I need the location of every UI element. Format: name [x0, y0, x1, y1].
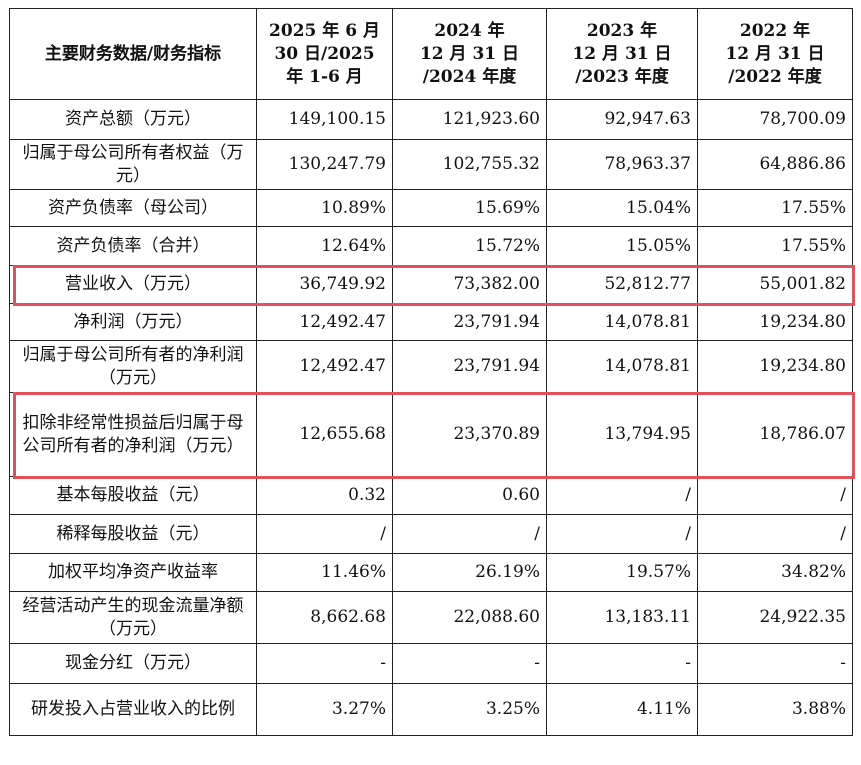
row-label: 扣除非经常性损益后归属于母公司所有者的净利润（万元） [9, 392, 257, 477]
value-cell: 102,755.32 [392, 139, 547, 190]
value-cell: 13,183.11 [546, 591, 698, 644]
row-label: 现金分红（万元） [9, 643, 257, 684]
header-cell-indicator: 主要财务数据/财务指标 [9, 8, 257, 100]
value-cell: 17.55% [697, 226, 853, 266]
table-row: 现金分红（万元） - - - - [9, 643, 853, 684]
table-row: 营业收入（万元） 36,749.92 73,382.00 52,812.77 55,00… [9, 265, 853, 304]
value-cell: 73,382.00 [392, 265, 547, 304]
value-cell: - [697, 643, 853, 684]
value-cell: / [256, 514, 393, 554]
row-label: 资产负债率（母公司） [9, 189, 257, 227]
value-cell: - [546, 643, 698, 684]
row-label: 稀释每股收益（元） [9, 514, 257, 554]
row-label: 基本每股收益（元） [9, 476, 257, 515]
value-cell: 0.32 [256, 476, 393, 515]
value-cell: 23,791.94 [392, 340, 547, 393]
value-cell: 23,370.89 [392, 392, 547, 477]
row-label: 营业收入（万元） [9, 265, 257, 304]
value-cell: 12,655.68 [256, 392, 393, 477]
value-cell: 13,794.95 [546, 392, 698, 477]
value-cell: 19.57% [546, 553, 698, 592]
value-cell: 64,886.86 [697, 139, 853, 190]
value-cell: 3.88% [697, 683, 853, 736]
row-label: 净利润（万元） [9, 303, 257, 341]
value-cell: 14,078.81 [546, 340, 698, 393]
table-row: 经营活动产生的现金流量净额（万元） 8,662.68 22,088.60 13,183… [9, 591, 853, 644]
value-cell: 15.04% [546, 189, 698, 227]
value-cell: 12,492.47 [256, 340, 393, 393]
value-cell: 36,749.92 [256, 265, 393, 304]
value-cell: 17.55% [697, 189, 853, 227]
value-cell: / [546, 476, 698, 515]
value-cell: 11.46% [256, 553, 393, 592]
value-cell: - [256, 643, 393, 684]
table-row: 归属于母公司所有者权益（万元） 130,247.79 102,755.32 78,96… [9, 139, 853, 190]
row-label: 归属于母公司所有者权益（万元） [9, 139, 257, 190]
table-row: 研发投入占营业收入的比例 3.27% 3.25% 4.11% 3.88% [9, 683, 853, 736]
value-cell: / [697, 514, 853, 554]
table-row: 基本每股收益（元） 0.32 0.60// [9, 476, 853, 515]
value-cell: 52,812.77 [546, 265, 698, 304]
row-label: 资产负债率（合并） [9, 226, 257, 266]
value-cell: 121,923.60 [392, 99, 547, 140]
value-cell: 149,100.15 [256, 99, 393, 140]
header-cell-2025h1: 2025 年 6 月 30 日/2025 年 1-6 月 [256, 8, 393, 100]
table-row: 扣除非经常性损益后归属于母公司所有者的净利润（万元） 12,655.68 23,37… [9, 392, 853, 477]
value-cell: 3.25% [392, 683, 547, 736]
value-cell: / [392, 514, 547, 554]
row-label: 归属于母公司所有者的净利润（万元） [9, 340, 257, 393]
financial-data-table: 主要财务数据/财务指标 2025 年 6 月 30 日/2025 年 1-6 月… [9, 8, 853, 736]
row-label: 资产总额（万元） [9, 99, 257, 140]
value-cell: 34.82% [697, 553, 853, 592]
value-cell: 130,247.79 [256, 139, 393, 190]
value-cell: 92,947.63 [546, 99, 698, 140]
header-text: 2022 年 12 月 31 日 /2022 年度 [725, 20, 825, 87]
value-cell: 24,922.35 [697, 591, 853, 644]
value-cell: 8,662.68 [256, 591, 393, 644]
header-text: 2025 年 6 月 30 日/2025 年 1-6 月 [269, 20, 380, 87]
value-cell: 18,786.07 [697, 392, 853, 477]
header-cell-2024: 2024 年 12 月 31 日 /2024 年度 [392, 8, 547, 100]
value-cell: 19,234.80 [697, 303, 853, 341]
value-cell: 78,963.37 [546, 139, 698, 190]
table-body: 资产总额（万元） 149,100.15 121,923.60 92,947.63 78,… [9, 99, 853, 736]
value-cell: 4.11% [546, 683, 698, 736]
table-row: 资产负债率（合并） 12.64% 15.72% 15.05% 17.55% [9, 226, 853, 266]
table-row: 归属于母公司所有者的净利润（万元） 12,492.47 23,791.94 14,07… [9, 340, 853, 393]
table-row: 资产负债率（母公司） 10.89% 15.69% 15.04% 17.55% [9, 189, 853, 227]
value-cell: 0.60 [392, 476, 547, 515]
header-text: 2023 年 12 月 31 日 /2023 年度 [572, 20, 672, 87]
value-cell: 15.69% [392, 189, 547, 227]
value-cell: 15.72% [392, 226, 547, 266]
header-cell-2022: 2022 年 12 月 31 日 /2022 年度 [697, 8, 853, 100]
table-row: 资产总额（万元） 149,100.15 121,923.60 92,947.63 78,… [9, 99, 853, 140]
value-cell: 15.05% [546, 226, 698, 266]
value-cell: 10.89% [256, 189, 393, 227]
table-row: 加权平均净资产收益率 11.46% 26.19% 19.57% 34.82% [9, 553, 853, 592]
value-cell: 12.64% [256, 226, 393, 266]
value-cell: 22,088.60 [392, 591, 547, 644]
table-row: 净利润（万元） 12,492.47 23,791.94 14,078.81 19,234… [9, 303, 853, 341]
value-cell: 3.27% [256, 683, 393, 736]
value-cell: / [546, 514, 698, 554]
value-cell: / [697, 476, 853, 515]
row-label: 经营活动产生的现金流量净额（万元） [9, 591, 257, 644]
value-cell: - [392, 643, 547, 684]
value-cell: 23,791.94 [392, 303, 547, 341]
value-cell: 78,700.09 [697, 99, 853, 140]
value-cell: 14,078.81 [546, 303, 698, 341]
value-cell: 19,234.80 [697, 340, 853, 393]
row-label: 研发投入占营业收入的比例 [9, 683, 257, 736]
header-cell-2023: 2023 年 12 月 31 日 /2023 年度 [546, 8, 698, 100]
header-row: 主要财务数据/财务指标 2025 年 6 月 30 日/2025 年 1-6 月… [9, 8, 853, 100]
value-cell: 55,001.82 [697, 265, 853, 304]
header-text: 2024 年 12 月 31 日 /2024 年度 [419, 20, 520, 87]
row-label: 加权平均净资产收益率 [9, 553, 257, 592]
value-cell: 26.19% [392, 553, 547, 592]
table-row: 稀释每股收益（元） / / / / [9, 514, 853, 554]
value-cell: 12,492.47 [256, 303, 393, 341]
